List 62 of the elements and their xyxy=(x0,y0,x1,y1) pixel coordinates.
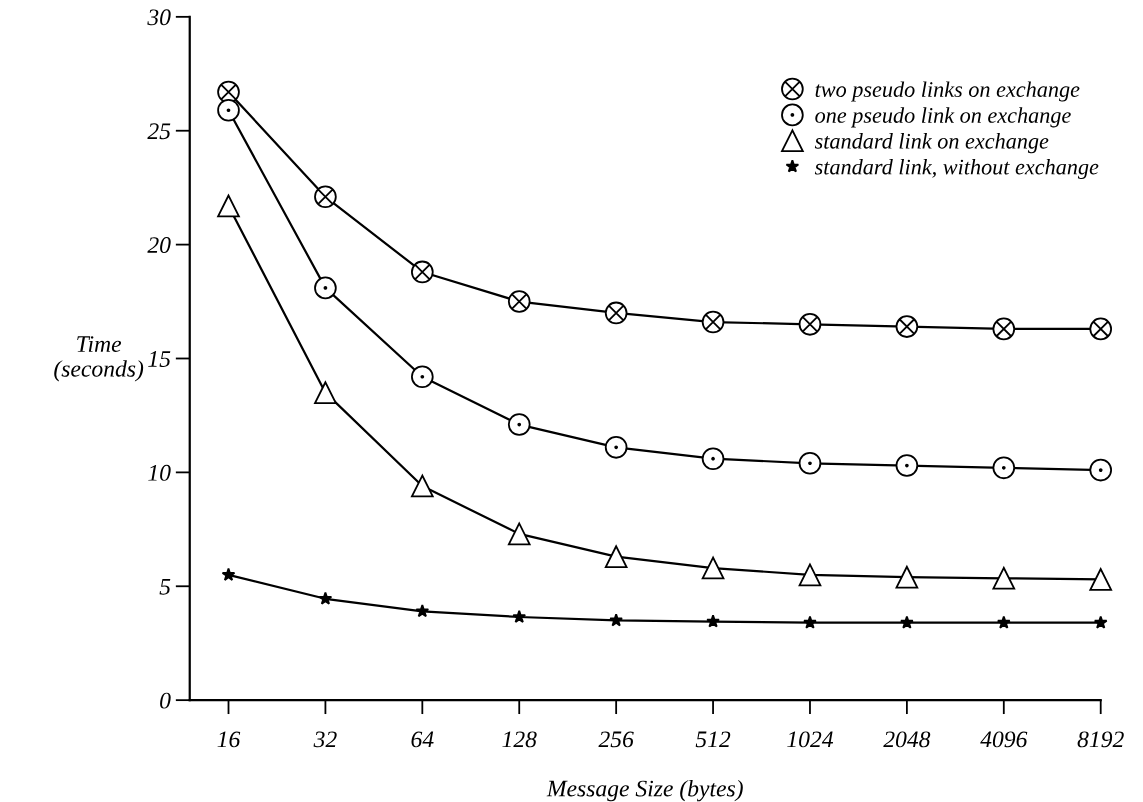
point xyxy=(900,615,914,629)
point xyxy=(798,313,822,336)
y-tick-label: 5 xyxy=(159,578,171,595)
point xyxy=(507,290,531,313)
y-tick-label: 10 xyxy=(148,464,171,481)
point xyxy=(217,98,240,122)
x-tick-label: 512 xyxy=(695,731,731,748)
point xyxy=(701,447,725,471)
point xyxy=(604,545,628,568)
y-axis-title: Time (seconds) xyxy=(54,336,144,382)
point xyxy=(314,381,337,404)
x-tick-label: 8192 xyxy=(1077,731,1124,748)
x-tick-label: 128 xyxy=(502,731,537,748)
point xyxy=(507,522,531,546)
y-tick-label: 15 xyxy=(148,351,171,367)
x-tick-label: 32 xyxy=(313,731,337,748)
point xyxy=(701,310,725,334)
point xyxy=(992,456,1016,480)
point xyxy=(314,185,337,209)
point xyxy=(706,614,720,628)
y-tick-label: 30 xyxy=(147,9,171,26)
point xyxy=(996,615,1011,629)
point xyxy=(701,556,725,580)
point xyxy=(318,591,333,605)
y-tick-label: 20 xyxy=(147,237,171,254)
point xyxy=(512,609,527,623)
x-tick-label: 256 xyxy=(598,731,634,748)
legend-label: standard link on exchange xyxy=(814,133,1049,154)
y-tick-label: 25 xyxy=(147,123,171,140)
point xyxy=(895,315,919,338)
point xyxy=(221,567,236,581)
point xyxy=(1089,568,1113,591)
point xyxy=(604,436,628,459)
point xyxy=(992,317,1016,341)
point xyxy=(507,413,531,436)
x-tick-label: 2048 xyxy=(883,731,931,748)
point xyxy=(798,563,822,587)
x-tick-label: 64 xyxy=(411,731,434,748)
x-tick-label: 16 xyxy=(217,731,241,748)
legend-label: one pseudo link on exchange xyxy=(815,107,1071,128)
point xyxy=(992,566,1016,590)
point xyxy=(411,365,434,389)
legend-label: two pseudo links on exchange xyxy=(815,81,1080,102)
legend-label: standard link, without exchange xyxy=(814,158,1099,180)
x-tick-label: 1024 xyxy=(787,731,834,748)
point xyxy=(217,194,240,218)
point xyxy=(1089,317,1113,341)
point xyxy=(1089,458,1113,482)
y-tick-label: 0 xyxy=(160,692,171,709)
x-tick-label: 4096 xyxy=(980,731,1028,748)
point xyxy=(609,613,623,627)
point xyxy=(604,301,628,325)
point xyxy=(803,615,817,629)
x-axis-title: Message Size (bytes) xyxy=(546,779,743,802)
point xyxy=(798,451,822,475)
point xyxy=(415,604,430,618)
point xyxy=(411,260,434,284)
point xyxy=(314,276,337,300)
point xyxy=(1093,615,1108,629)
point xyxy=(411,474,434,498)
point xyxy=(895,454,919,477)
point xyxy=(895,565,919,589)
